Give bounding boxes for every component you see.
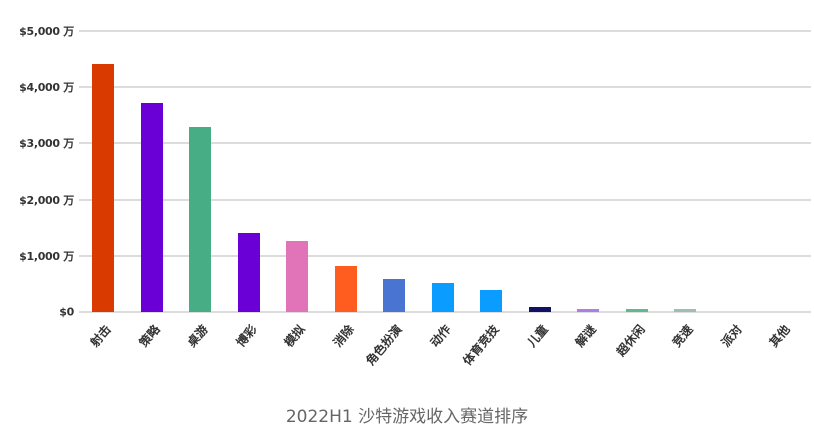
bar xyxy=(431,283,454,312)
bar xyxy=(286,240,308,312)
gridline xyxy=(79,142,811,145)
chart-caption: 2022H1 沙特游戏收入赛道排序 xyxy=(285,407,529,427)
bar xyxy=(528,306,551,312)
bar xyxy=(92,64,114,312)
bar xyxy=(480,290,502,312)
y-tick-label: $5,000 万 xyxy=(19,25,74,38)
x-tick-label: 消除 xyxy=(330,322,357,350)
bar xyxy=(674,309,696,312)
y-tick-label: $1,000 万 xyxy=(19,249,74,263)
gridline xyxy=(79,30,811,32)
gridline xyxy=(79,311,811,313)
x-tick-label: 桌游 xyxy=(184,322,211,350)
x-tick-label: 博彩 xyxy=(233,322,260,350)
x-tick-label: 解谜 xyxy=(572,322,599,350)
bar-chart: $0 $1,000 万 $2,000 万 $3,000 万 $4,000 万 $5,000… xyxy=(19,25,811,369)
x-tick-label: 儿童 xyxy=(524,322,551,350)
bar xyxy=(577,309,599,312)
y-tick-label: $4,000 万 xyxy=(19,81,74,95)
bar xyxy=(383,278,405,312)
bar xyxy=(189,126,211,312)
bar xyxy=(140,102,163,312)
gridline xyxy=(79,254,811,257)
bar xyxy=(237,232,260,312)
x-tick-label: 角色扮演 xyxy=(363,322,405,369)
gridline xyxy=(79,86,811,89)
y-tick-label: $2,000 万 xyxy=(19,193,74,207)
gridline xyxy=(79,198,811,201)
x-tick-label: 模拟 xyxy=(281,322,308,350)
x-tick-label: 策略 xyxy=(136,322,163,350)
x-tick-label: 射击 xyxy=(87,322,114,350)
x-tick-label: 竞速 xyxy=(669,322,696,350)
bar xyxy=(625,309,648,312)
bar xyxy=(334,265,357,312)
y-tick-label: $3,000 万 xyxy=(19,137,74,151)
y-tick-label: $0 xyxy=(59,305,74,319)
x-tick-label: 超休闲 xyxy=(613,322,648,359)
x-tick-label: 动作 xyxy=(427,322,454,350)
x-tick-label: 派对 xyxy=(718,322,745,350)
x-tick-label: 体育竞技 xyxy=(460,322,502,369)
x-tick-label: 其他 xyxy=(766,322,793,350)
